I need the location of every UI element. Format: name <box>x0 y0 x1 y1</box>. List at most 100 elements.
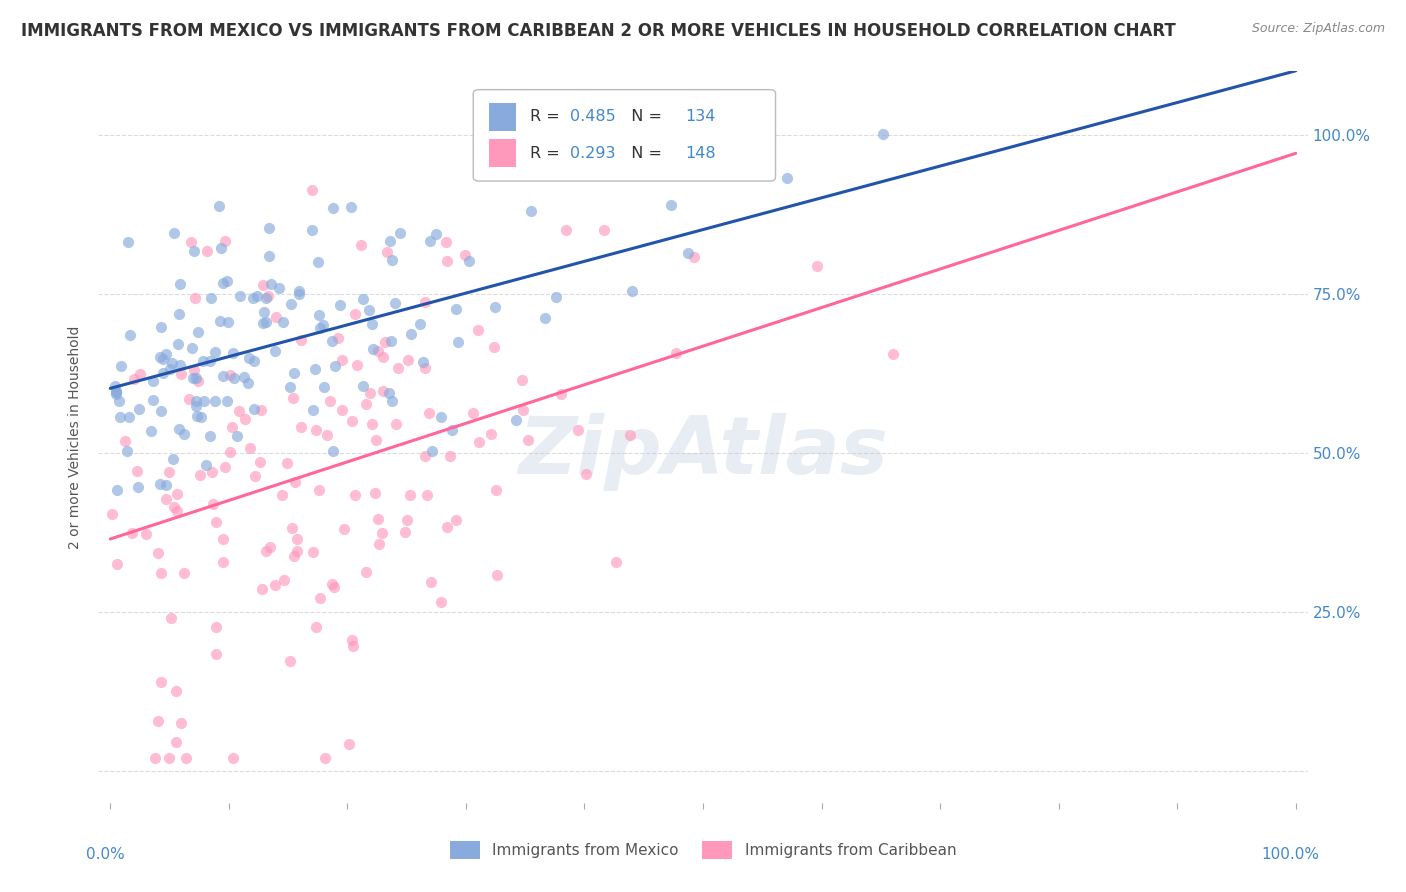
Point <box>221 420 243 434</box>
Point <box>201 465 224 479</box>
Point <box>233 412 256 426</box>
Point <box>344 308 367 322</box>
Point <box>204 393 226 408</box>
Point <box>567 424 589 438</box>
Point <box>155 492 177 507</box>
Point <box>555 223 578 237</box>
Point <box>174 751 197 765</box>
Point <box>159 362 181 376</box>
Point <box>169 358 191 372</box>
Text: ZipAtlas: ZipAtlas <box>517 413 889 491</box>
Point <box>208 199 231 213</box>
Point <box>278 379 301 393</box>
Text: 148: 148 <box>685 145 716 161</box>
Point <box>290 333 312 347</box>
Point <box>184 291 207 305</box>
Point <box>184 371 207 385</box>
Point <box>252 277 274 292</box>
Point <box>167 307 190 321</box>
Point <box>333 522 356 536</box>
Point <box>420 443 443 458</box>
Point <box>173 566 195 580</box>
Point <box>124 372 146 386</box>
Point <box>194 458 217 473</box>
Point <box>340 633 363 648</box>
Point <box>150 675 173 690</box>
Point <box>309 320 332 334</box>
Point <box>305 423 328 437</box>
Point <box>243 469 266 483</box>
Point <box>250 403 273 417</box>
Point <box>425 227 447 241</box>
Point <box>228 404 250 418</box>
Point <box>181 371 204 385</box>
Text: R =: R = <box>530 109 565 124</box>
Point <box>198 354 221 368</box>
Point <box>430 410 453 425</box>
Text: 0.485: 0.485 <box>569 109 616 124</box>
Point <box>375 245 398 260</box>
Point <box>354 397 377 411</box>
Text: Source: ZipAtlas.com: Source: ZipAtlas.com <box>1251 22 1385 36</box>
Point <box>105 384 128 398</box>
Point <box>413 449 436 463</box>
Point <box>370 526 392 541</box>
Point <box>439 450 461 464</box>
Point <box>142 374 165 388</box>
Y-axis label: 2 or more Vehicles in Household: 2 or more Vehicles in Household <box>69 326 83 549</box>
Point <box>150 320 173 334</box>
Point <box>218 445 240 459</box>
Point <box>121 526 143 541</box>
Point <box>344 488 367 502</box>
Point <box>378 386 401 401</box>
Point <box>413 295 436 310</box>
Point <box>467 323 489 337</box>
Point <box>212 276 235 290</box>
Point <box>305 620 328 634</box>
Point <box>166 487 188 501</box>
Point <box>304 362 326 376</box>
Point <box>434 235 457 249</box>
Point <box>128 402 150 417</box>
Point <box>366 433 388 447</box>
Point <box>165 684 187 698</box>
Point <box>380 235 402 249</box>
Text: IMMIGRANTS FROM MEXICO VS IMMIGRANTS FROM CARIBBEAN 2 OR MORE VEHICLES IN HOUSEH: IMMIGRANTS FROM MEXICO VS IMMIGRANTS FRO… <box>21 22 1175 40</box>
Point <box>283 391 305 405</box>
Point <box>246 289 269 303</box>
Point <box>485 483 508 497</box>
Point <box>326 330 349 344</box>
Point <box>253 305 276 319</box>
Point <box>352 292 374 306</box>
Point <box>187 374 209 388</box>
Point <box>872 128 894 142</box>
Point <box>222 751 245 765</box>
Point <box>239 441 262 455</box>
Point <box>211 368 233 383</box>
Point <box>162 227 184 241</box>
Point <box>186 393 208 408</box>
Text: 100.0%: 100.0% <box>1261 847 1320 862</box>
Point <box>605 555 627 569</box>
Point <box>193 354 215 368</box>
Point <box>215 274 238 288</box>
Point <box>447 334 470 349</box>
Point <box>198 428 221 442</box>
Bar <box>489 103 516 130</box>
Point <box>357 303 380 318</box>
Point <box>238 351 260 366</box>
Point <box>148 545 170 559</box>
Point <box>776 170 799 185</box>
Point <box>232 369 254 384</box>
Point <box>380 253 402 268</box>
Point <box>416 487 439 501</box>
Point <box>281 521 304 535</box>
Point <box>419 574 441 589</box>
Point <box>128 368 150 382</box>
Point <box>619 428 641 442</box>
Point <box>118 410 141 425</box>
Point <box>209 314 232 328</box>
Point <box>321 334 343 349</box>
Point <box>458 254 481 268</box>
Point <box>659 197 682 211</box>
